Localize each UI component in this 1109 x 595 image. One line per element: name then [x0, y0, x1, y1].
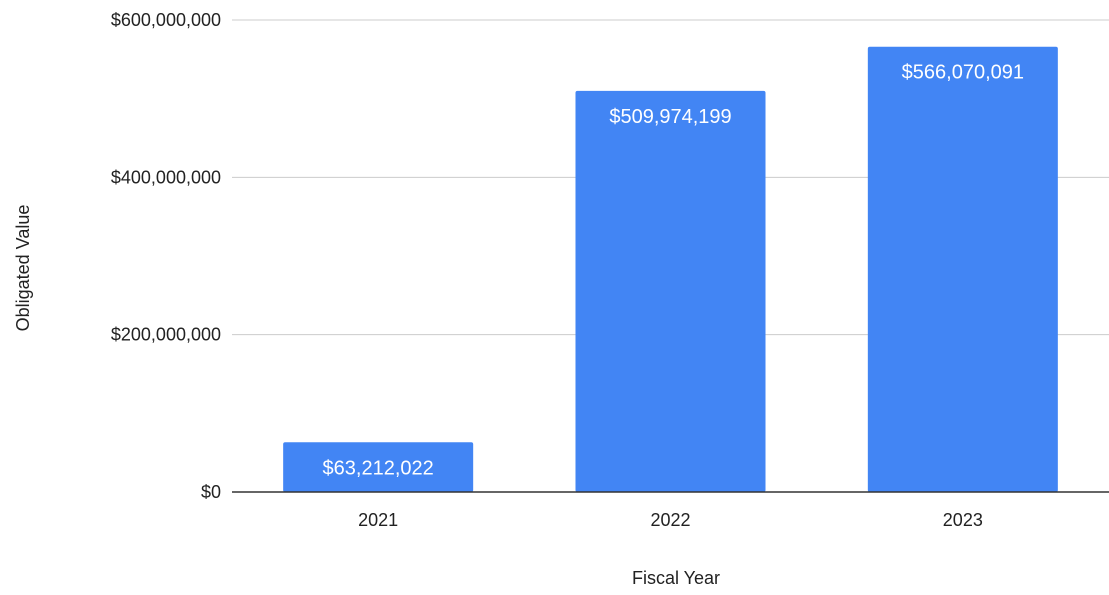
y-tick-label: $600,000,000	[111, 10, 221, 30]
x-tick-label: 2021	[358, 510, 398, 530]
y-axis-title: Obligated Value	[13, 205, 33, 332]
y-tick-label: $200,000,000	[111, 325, 221, 345]
y-tick-label: $400,000,000	[111, 167, 221, 187]
x-axis-title: Fiscal Year	[632, 568, 720, 588]
bar-data-label: $509,974,199	[609, 106, 731, 128]
y-axis-ticks: $0 $200,000,000 $400,000,000 $600,000,000	[111, 10, 221, 502]
bar	[575, 90, 766, 492]
x-tick-label: 2022	[650, 510, 690, 530]
bars: $63,212,022 $509,974,199 $566,070,091	[232, 46, 1109, 493]
bar-data-label: $566,070,091	[902, 62, 1024, 84]
bar-data-label: $63,212,022	[323, 457, 434, 479]
bar	[867, 46, 1058, 492]
bar	[283, 442, 474, 492]
y-tick-label: $0	[201, 482, 221, 502]
x-tick-label: 2023	[943, 510, 983, 530]
x-axis-ticks: 2021 2022 2023	[358, 510, 983, 530]
